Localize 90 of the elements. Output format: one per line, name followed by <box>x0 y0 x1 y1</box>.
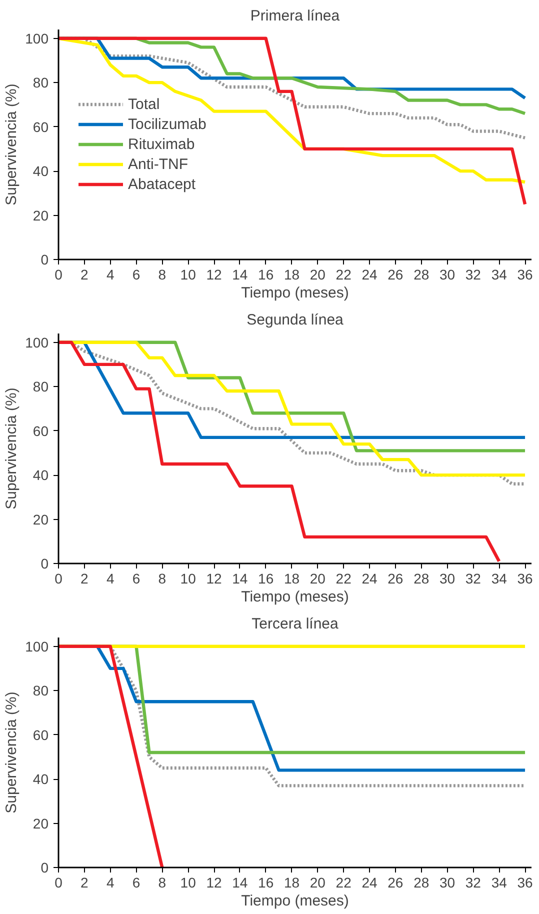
y-tick-label: 0 <box>40 252 49 268</box>
x-tick-label: 8 <box>158 874 166 890</box>
x-axis-title: Tiempo (meses) <box>241 588 349 606</box>
x-axis-title: Tiempo (meses) <box>241 284 349 302</box>
y-tick-label: 80 <box>32 682 49 699</box>
x-tick-label: 2 <box>80 874 89 890</box>
y-tick-label: 60 <box>32 118 49 135</box>
x-tick-label: 30 <box>439 266 456 282</box>
x-tick-label: 34 <box>491 570 508 586</box>
x-tick-label: 32 <box>465 874 482 890</box>
x-tick-label: 16 <box>258 266 274 282</box>
x-tick-label: 36 <box>517 570 534 586</box>
x-tick-label: 32 <box>465 570 482 586</box>
y-tick-label: 0 <box>40 556 49 572</box>
y-tick-label: 60 <box>32 726 49 743</box>
x-tick-label: 22 <box>336 570 352 586</box>
x-tick-label: 24 <box>362 266 378 282</box>
x-tick-label: 24 <box>362 570 378 586</box>
y-tick-label: 20 <box>32 511 49 528</box>
line-series <box>58 340 501 563</box>
x-tick-label: 34 <box>491 874 508 890</box>
x-tick-label: 2 <box>80 266 89 282</box>
x-tick-label: 14 <box>232 570 248 586</box>
x-tick-label: 12 <box>206 874 222 890</box>
y-tick-label: 40 <box>32 771 49 788</box>
x-tick-label: 20 <box>310 874 326 890</box>
x-tick-label: 36 <box>517 874 534 890</box>
x-tick-label: 10 <box>180 266 196 282</box>
x-tick-label: 28 <box>414 266 430 282</box>
x-tick-label: 36 <box>517 266 534 282</box>
x-tick-label: 26 <box>388 874 404 890</box>
y-axis-title: Supervivencia (%) <box>3 84 20 206</box>
x-tick-label: 26 <box>388 266 404 282</box>
x-tick-label: 32 <box>465 266 482 282</box>
legend-label: Anti-TNF <box>128 156 188 172</box>
y-tick-label: 20 <box>32 815 49 832</box>
x-tick-label: 4 <box>106 874 114 890</box>
chart-title: Segunda línea <box>246 312 344 328</box>
x-tick-label: 18 <box>284 874 300 890</box>
x-tick-label: 20 <box>310 570 326 586</box>
y-tick-label: 20 <box>32 207 49 224</box>
x-tick-label: 2 <box>80 570 89 586</box>
x-tick-label: 8 <box>158 570 166 586</box>
x-tick-label: 22 <box>336 874 352 890</box>
y-tick-label: 100 <box>25 334 49 350</box>
x-tick-label: 30 <box>439 874 456 890</box>
x-tick-label: 6 <box>132 570 140 586</box>
x-tick-label: 10 <box>180 570 196 586</box>
legend-label: Tocilizumab <box>128 116 206 132</box>
y-tick-label: 0 <box>40 860 49 876</box>
x-tick-label: 22 <box>336 266 352 282</box>
x-tick-label: 0 <box>54 266 63 282</box>
y-axis-title: Supervivencia (%) <box>3 388 20 510</box>
x-tick-label: 6 <box>132 266 140 282</box>
legend-label: Rituximab <box>128 136 195 152</box>
x-tick-label: 20 <box>310 266 326 282</box>
chart-title: Primera línea <box>250 8 340 24</box>
chart-title: Tercera línea <box>252 616 340 632</box>
x-tick-label: 4 <box>106 570 114 586</box>
x-tick-label: 28 <box>414 874 430 890</box>
x-tick-label: 28 <box>414 570 430 586</box>
x-tick-label: 8 <box>158 266 166 282</box>
x-axis-title: Tiempo (meses) <box>241 892 349 910</box>
x-tick-label: 0 <box>54 874 63 890</box>
y-tick-label: 100 <box>25 30 49 46</box>
x-tick-label: 26 <box>388 570 404 586</box>
y-tick-label: 40 <box>32 163 49 180</box>
y-tick-label: 80 <box>32 378 49 395</box>
y-tick-label: 60 <box>32 422 49 439</box>
y-tick-label: 40 <box>32 467 49 484</box>
x-tick-label: 12 <box>206 266 222 282</box>
x-tick-label: 0 <box>54 570 63 586</box>
x-tick-label: 24 <box>362 874 378 890</box>
x-tick-label: 10 <box>180 874 196 890</box>
y-axis-title: Supervivencia (%) <box>3 692 20 814</box>
legend-label: Total <box>128 96 160 112</box>
x-tick-label: 16 <box>258 874 274 890</box>
y-tick-label: 80 <box>32 74 49 91</box>
x-tick-label: 6 <box>132 874 140 890</box>
x-tick-label: 18 <box>284 266 300 282</box>
x-tick-label: 30 <box>439 570 456 586</box>
x-tick-label: 16 <box>258 570 274 586</box>
x-tick-label: 12 <box>206 570 222 586</box>
x-tick-label: 18 <box>284 570 300 586</box>
x-tick-label: 14 <box>232 874 248 890</box>
legend-label: Abatacept <box>128 176 196 192</box>
x-tick-label: 4 <box>106 266 114 282</box>
x-tick-label: 34 <box>491 266 508 282</box>
x-tick-label: 14 <box>232 266 248 282</box>
y-tick-label: 100 <box>25 638 49 654</box>
